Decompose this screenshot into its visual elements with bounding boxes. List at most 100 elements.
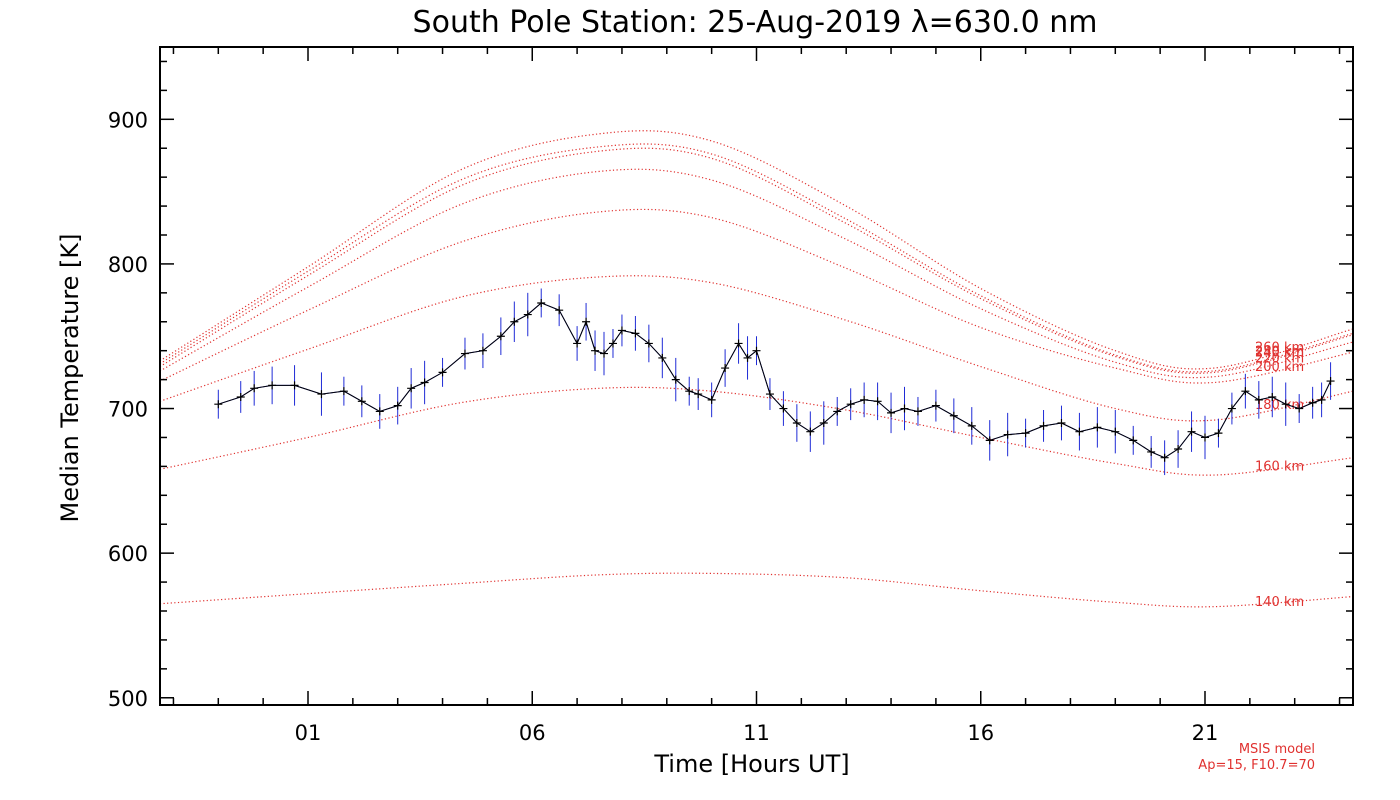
observed-point	[375, 407, 384, 416]
observed-point	[1281, 400, 1290, 409]
observed-point	[985, 436, 994, 445]
model-curve-label: 180 km	[1255, 398, 1304, 413]
observed-point	[339, 387, 348, 396]
observed-point	[393, 401, 402, 410]
observed-point	[644, 339, 653, 348]
observed-point	[671, 375, 680, 384]
observed-point	[1093, 423, 1102, 432]
observed-point	[1075, 427, 1084, 436]
observed-point	[1268, 392, 1277, 401]
y-tick-label: 500	[108, 687, 148, 711]
observed-point	[1129, 436, 1138, 445]
observed-point	[407, 384, 416, 393]
x-tick-label: 11	[743, 721, 770, 745]
x-tick-label: 16	[967, 721, 994, 745]
observed-point	[617, 326, 626, 335]
observed-point	[1201, 433, 1209, 442]
observed-point	[510, 317, 519, 326]
observed-point	[1111, 427, 1120, 436]
observed-point	[1254, 395, 1263, 404]
observed-point	[913, 407, 922, 416]
observed-point	[523, 310, 532, 319]
axes: 01 06 11 16 21 500 600 700 800 900	[108, 46, 1354, 745]
observed-point	[600, 349, 609, 358]
observed-point	[250, 384, 259, 393]
observed-point	[1317, 395, 1326, 404]
y-axis-title: Median Temperature [K]	[56, 233, 84, 522]
model-curve-label: 160 km	[1255, 460, 1304, 475]
x-tick-label: 21	[1192, 721, 1219, 745]
y-tick-label: 900	[108, 108, 148, 132]
observed-point	[537, 298, 546, 307]
observed-point	[496, 332, 505, 341]
chart-title: South Pole Station: 25-Aug-2019 λ=630.0 …	[413, 5, 1098, 40]
observed-point	[290, 381, 299, 390]
model-note-line1: MSIS model	[1239, 742, 1315, 757]
observed-point	[819, 419, 828, 427]
observed-point	[1241, 387, 1250, 396]
observed-point	[967, 421, 976, 430]
observed-point	[806, 427, 815, 436]
observed-trace	[218, 302, 1332, 459]
observed-point	[1003, 430, 1012, 439]
observed-point	[1021, 429, 1030, 438]
observed-point	[658, 353, 667, 362]
observed-point	[743, 353, 752, 362]
observed-point	[317, 390, 326, 399]
observed-point	[949, 411, 958, 420]
observed-point	[573, 339, 582, 348]
y-tick-label: 800	[108, 253, 148, 277]
model-curve-label: 240 km	[1255, 346, 1304, 361]
observed-point	[860, 395, 869, 404]
observed-point	[900, 404, 909, 413]
model-curve	[159, 572, 1354, 608]
observed-point	[582, 317, 591, 326]
observed-point	[268, 381, 277, 390]
observed-point	[833, 407, 842, 416]
observed-point	[1174, 445, 1183, 454]
observed-line	[218, 302, 1332, 459]
model-curve	[159, 130, 1354, 370]
x-tick-label: 01	[295, 721, 322, 745]
observed-point	[438, 368, 447, 377]
observed-point	[873, 397, 882, 406]
observed-point	[478, 346, 487, 355]
observed-point	[420, 378, 429, 387]
y-tick-label: 600	[108, 542, 148, 566]
observed-point	[734, 339, 743, 348]
observed-point	[1308, 398, 1317, 407]
model-curve	[159, 275, 1354, 422]
error-bars	[217, 288, 1332, 476]
observed-point	[1039, 421, 1048, 430]
observed-point	[1227, 404, 1236, 413]
observed-point	[931, 401, 940, 410]
observed-point	[1147, 447, 1156, 456]
observed-point	[846, 400, 855, 409]
observed-point	[236, 392, 245, 401]
observed-point	[1326, 377, 1335, 386]
plot-frame	[159, 46, 1354, 706]
model-curve	[159, 386, 1354, 476]
y-tick-label: 700	[108, 398, 148, 422]
observed-point	[765, 390, 774, 399]
x-tick-label: 06	[519, 721, 546, 745]
model-curve-label: 200 km	[1255, 360, 1304, 375]
observed-point	[792, 419, 801, 427]
observed-point	[887, 408, 896, 417]
model-curve-label: 260 km	[1255, 341, 1304, 356]
observed-point	[752, 346, 761, 355]
observed-point	[555, 306, 564, 315]
observed-point	[214, 400, 223, 409]
model-curve-label: 140 km	[1255, 595, 1304, 610]
observed-point	[591, 346, 600, 355]
observed-point	[631, 329, 640, 338]
model-curve-label: 250 km	[1255, 344, 1304, 359]
observed-point	[685, 387, 694, 396]
observed-point	[608, 339, 617, 348]
observed-point	[1214, 429, 1223, 438]
observed-point	[1160, 453, 1169, 462]
observed-point	[779, 404, 788, 413]
observed-point	[1057, 419, 1066, 427]
